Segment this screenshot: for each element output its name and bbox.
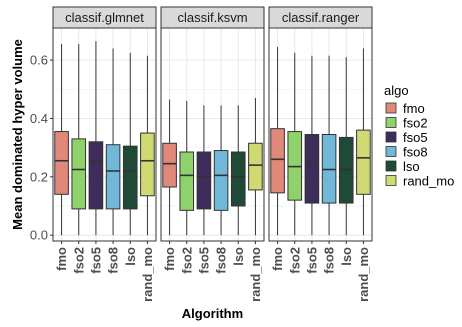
panel-background [53, 28, 156, 241]
legend-swatch-fmo [385, 102, 397, 114]
legend-label-fso8: fso8 [403, 145, 428, 160]
box-fso5 [196, 151, 212, 210]
x-tick-label: fso2 [71, 247, 86, 274]
x-axis-title: Algorithm [182, 306, 243, 321]
legend-swatch-fso8 [385, 146, 397, 157]
box-rand_mo [356, 129, 371, 195]
panel-title: classif.glmnet [65, 10, 144, 25]
box-fso5 [88, 141, 104, 210]
x-tick-label: lso [231, 247, 246, 266]
legend-label-rand_mo: rand_mo [403, 174, 454, 189]
x-tick-label: fso2 [179, 247, 194, 274]
y-axis-title: Mean dominated hyper volume [10, 39, 25, 230]
box-fso8 [213, 150, 229, 211]
legend-label-fso5: fso5 [403, 130, 428, 145]
x-tick-label: fso2 [287, 247, 302, 274]
box-lso [122, 145, 138, 210]
y-tick-label: 0.6 [30, 53, 48, 68]
x-tick-label: fmo [162, 247, 177, 271]
panel-border [268, 27, 373, 242]
box-fmo [54, 131, 69, 195]
box-fmo [162, 142, 177, 188]
legend-swatch-fso2 [385, 117, 397, 128]
panel-classif-ranger: classif.ranger fmo fso2 fso5 fso8 lso rand_mo [268, 6, 373, 302]
panel-border [52, 27, 157, 242]
x-tick-label: rand_mo [248, 247, 263, 302]
panel-border [160, 27, 265, 242]
x-tick-label: lso [123, 247, 138, 266]
box-fso8 [105, 144, 121, 210]
x-tick-label: fso5 [196, 247, 211, 274]
legend-label-lso: lso [403, 159, 420, 174]
x-tick-label: fso5 [304, 247, 319, 274]
box-rand_mo [248, 142, 263, 191]
box-fso2 [71, 138, 87, 210]
y-tick-label: 0.2 [30, 169, 48, 184]
y-tick-label: 0.0 [30, 228, 48, 243]
panel-background [269, 28, 372, 241]
box-fso2 [179, 151, 195, 211]
x-tick-label: fmo [54, 247, 69, 271]
legend-swatch-rand_mo [385, 175, 397, 186]
legend-swatch-lso [385, 160, 397, 172]
x-tick-label: fmo [270, 247, 285, 271]
legend-label-fso2: fso2 [403, 116, 428, 131]
box-lso [230, 151, 246, 207]
panel-title: classif.ranger [282, 10, 360, 25]
x-tick-label: lso [339, 247, 354, 266]
panel-classif-glmnet: classif.glmnet fmo fso2 fso5 fso8 lso rand_mo [52, 6, 157, 302]
x-tick-label: fso8 [322, 247, 337, 274]
panel-classif-ksvm: classif.ksvm fmo fso2 fso5 fso8 lso rand_mo [160, 6, 265, 302]
legend-swatch-fso5 [385, 131, 397, 143]
panel-title: classif.ksvm [177, 10, 247, 25]
box-fso5 [304, 134, 320, 204]
x-tick-label: fso8 [106, 247, 121, 274]
x-tick-label: fso5 [88, 247, 103, 274]
x-tick-label: rand_mo [140, 247, 155, 302]
panel-background [161, 28, 264, 241]
legend-title: algo [384, 83, 409, 98]
x-tick-label: rand_mo [356, 247, 371, 302]
x-tick-label: fso8 [214, 247, 229, 274]
box-rand_mo [140, 132, 155, 197]
box-fmo [270, 128, 285, 194]
y-tick-label: 0.4 [30, 111, 48, 126]
legend-label-fmo: fmo [403, 101, 425, 116]
